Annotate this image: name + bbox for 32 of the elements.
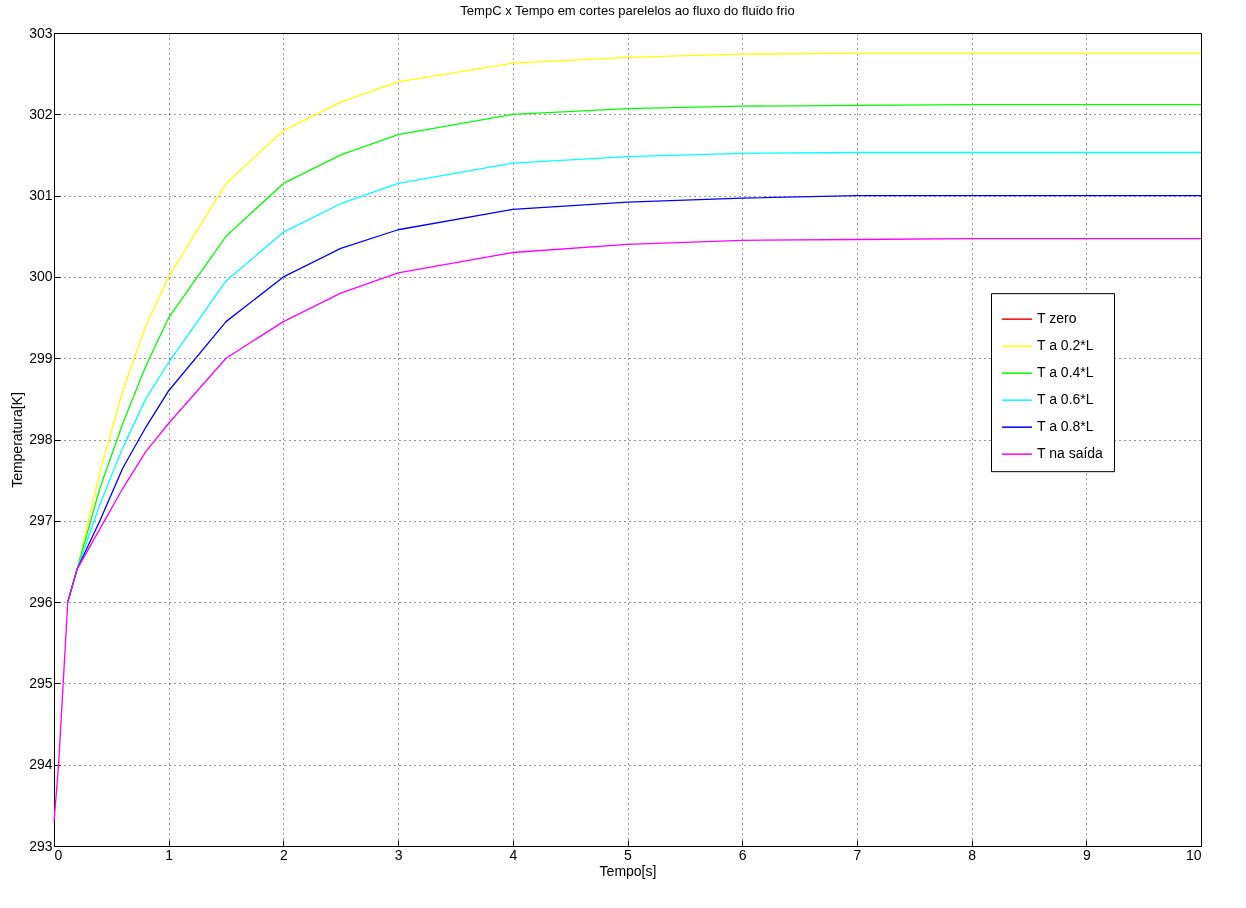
x-tick-label: 10 bbox=[1185, 846, 1202, 863]
legend-label: T a 0.8*L bbox=[1037, 418, 1094, 435]
y-tick-label: 299 bbox=[29, 349, 53, 366]
x-axis-title: Tempo[s] bbox=[599, 862, 657, 879]
x-tick-label: 1 bbox=[165, 846, 174, 863]
y-axis-title: Temperatura[K] bbox=[9, 392, 26, 488]
x-tick-label: 3 bbox=[394, 846, 403, 863]
x-tick-label: 9 bbox=[1082, 846, 1091, 863]
x-tick-label: 6 bbox=[738, 846, 747, 863]
legend-label: T zero bbox=[1037, 310, 1077, 327]
legend-label: T a 0.6*L bbox=[1037, 391, 1094, 408]
y-tick-label: 297 bbox=[29, 512, 53, 529]
y-tick-label: 302 bbox=[29, 105, 53, 122]
x-tick-label: 2 bbox=[280, 846, 288, 863]
y-tick-label: 295 bbox=[29, 674, 53, 691]
y-tick-label: 296 bbox=[29, 593, 53, 610]
y-tick-label: 293 bbox=[29, 837, 53, 854]
legend-label: T a 0.2*L bbox=[1037, 337, 1094, 354]
y-tick-label: 303 bbox=[29, 24, 53, 41]
legend-label: T na saída bbox=[1037, 445, 1104, 462]
x-tick-label: 5 bbox=[624, 846, 633, 863]
y-tick-label: 300 bbox=[29, 268, 53, 285]
x-tick-label: 8 bbox=[968, 846, 977, 863]
x-tick-label: 0 bbox=[54, 846, 63, 863]
line-series bbox=[53, 238, 1202, 823]
x-tick-label: 4 bbox=[509, 846, 518, 863]
y-tick-label: 301 bbox=[29, 187, 53, 204]
legend-label: T a 0.4*L bbox=[1037, 364, 1094, 381]
y-tick-label: 298 bbox=[29, 431, 53, 447]
chart-title: TempC x Tempo em cortes parelelos ao fluxo do fluido frio bbox=[460, 3, 795, 18]
x-tick-label: 7 bbox=[853, 846, 862, 863]
y-tick-label: 294 bbox=[29, 756, 53, 773]
